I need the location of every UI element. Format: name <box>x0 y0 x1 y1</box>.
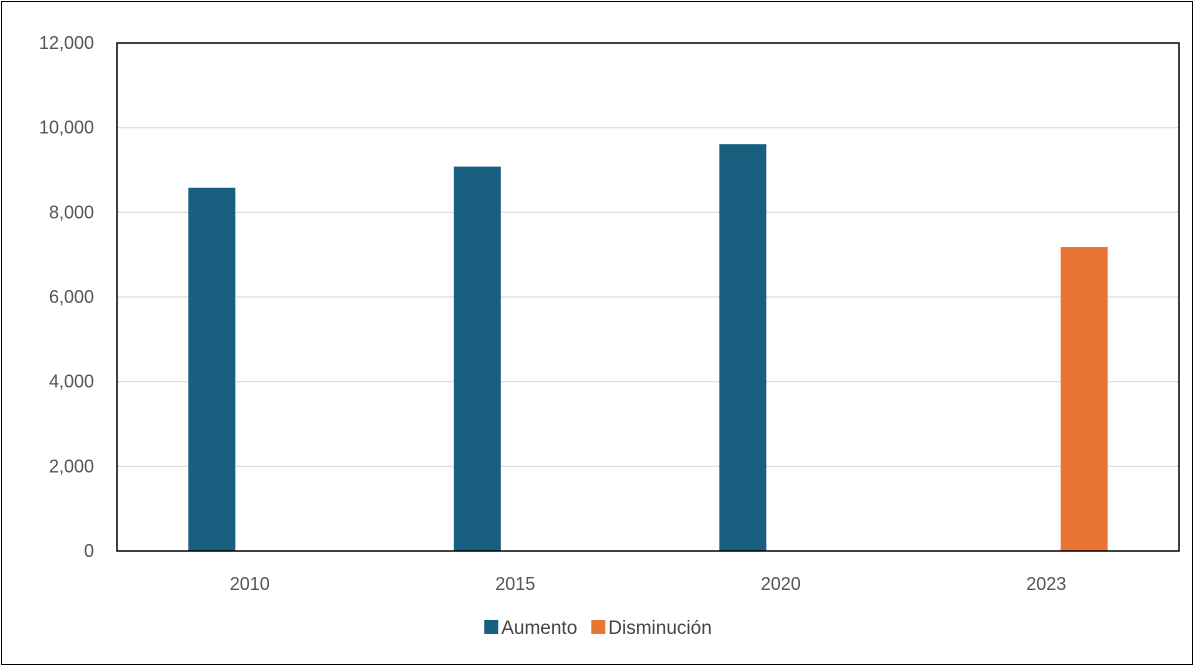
gridlines <box>117 127 1179 467</box>
y-tick-label: 4,000 <box>49 372 94 392</box>
y-axis-tick-labels: 0 2,000 4,000 6,000 8,000 10,000 12,000 <box>39 33 94 561</box>
x-tick-label: 2023 <box>1026 574 1066 594</box>
x-tick-label: 2010 <box>230 574 270 594</box>
bar <box>453 166 501 551</box>
legend-swatch <box>591 620 606 634</box>
y-tick-label: 8,000 <box>49 202 94 222</box>
y-tick-label: 2,000 <box>49 456 94 476</box>
y-tick-label: 6,000 <box>49 287 94 307</box>
legend-label: Aumento <box>501 618 577 639</box>
legend-swatch <box>484 620 499 634</box>
x-axis-tick-labels: 2010 2015 2020 2023 <box>230 574 1067 594</box>
x-tick-label: 2015 <box>495 574 535 594</box>
bars <box>188 144 1108 551</box>
bar <box>188 187 236 551</box>
y-tick-label: 0 <box>84 541 94 561</box>
bar <box>719 144 767 551</box>
y-tick-label: 12,000 <box>39 33 94 53</box>
x-tick-label: 2020 <box>761 574 801 594</box>
y-tick-label: 10,000 <box>39 118 94 138</box>
plot-area-border <box>116 42 1180 552</box>
legend-item[interactable]: Disminución <box>591 618 712 639</box>
legend[interactable]: Aumento Disminución <box>484 618 712 639</box>
legend-item[interactable]: Aumento <box>484 618 577 639</box>
legend-label: Disminución <box>608 618 711 639</box>
bar <box>1060 247 1108 551</box>
